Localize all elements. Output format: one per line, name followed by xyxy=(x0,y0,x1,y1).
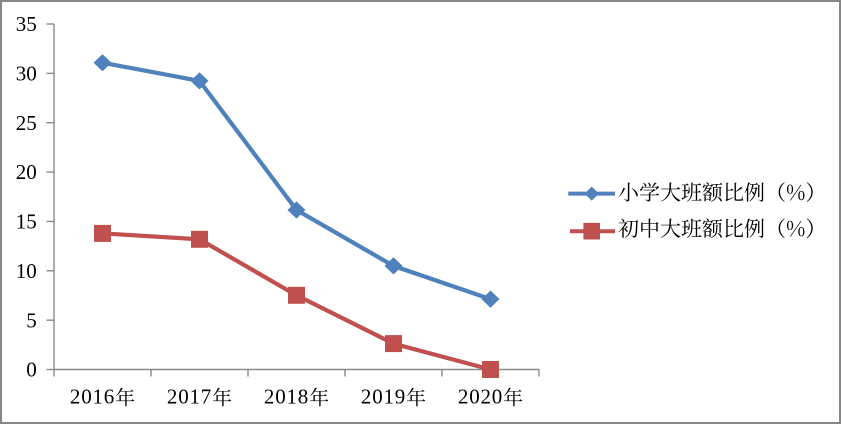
svg-text:2018: 2018 xyxy=(264,385,309,409)
svg-text:2019: 2019 xyxy=(361,385,406,409)
svg-text:30: 30 xyxy=(16,62,37,86)
svg-text:10: 10 xyxy=(16,259,37,283)
svg-text:15: 15 xyxy=(16,210,37,234)
svg-text:2017: 2017 xyxy=(167,385,212,409)
svg-text:2020: 2020 xyxy=(458,385,503,409)
svg-text:0: 0 xyxy=(26,358,37,382)
svg-text:25: 25 xyxy=(16,111,37,135)
svg-text:20: 20 xyxy=(16,160,37,184)
svg-text:35: 35 xyxy=(16,12,37,36)
svg-text:5: 5 xyxy=(26,308,37,332)
svg-text:2016: 2016 xyxy=(70,385,115,409)
